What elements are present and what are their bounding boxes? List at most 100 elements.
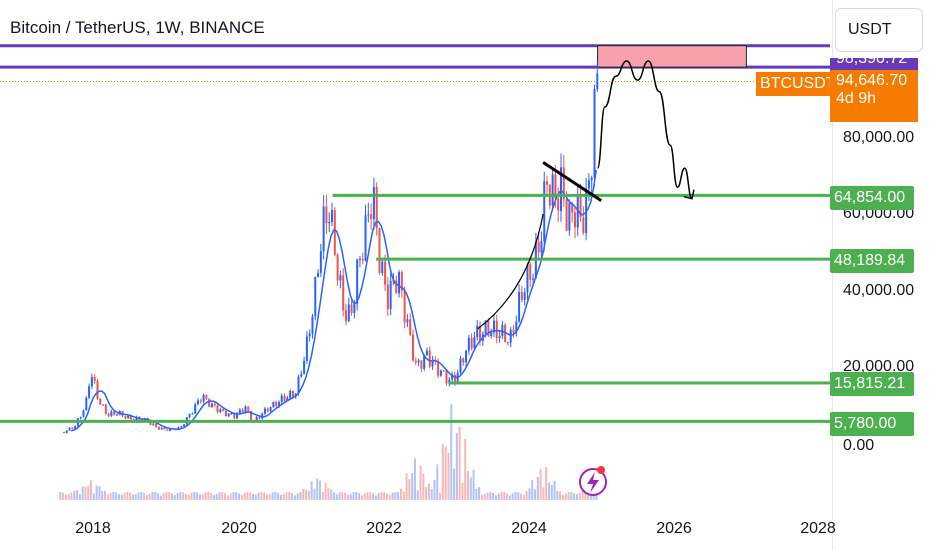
volume-bar [397, 491, 400, 500]
candle-body [520, 291, 523, 300]
candle-body [490, 332, 493, 337]
candle-body [375, 186, 378, 229]
candle-body [241, 409, 244, 413]
lightning-icon[interactable] [579, 466, 607, 496]
candle-body [210, 403, 213, 407]
volume-bar [157, 493, 160, 500]
volume-bar [81, 486, 84, 500]
volume-bar [386, 493, 389, 500]
volume-bar [500, 492, 503, 500]
candle-body [308, 333, 311, 337]
volume-bar [547, 482, 550, 500]
candle-body [291, 390, 294, 397]
currency-selector-button[interactable]: USDT [835, 8, 923, 52]
volume-bar [570, 492, 573, 500]
volume-bar [427, 483, 430, 500]
volume-bar [517, 492, 520, 500]
candle-body [180, 426, 183, 428]
level-badge-15815: 15,815.21 [830, 372, 914, 396]
volume-bar [277, 492, 280, 500]
volume-bar [341, 491, 344, 500]
resistance-price-text: 98,390.72 [836, 58, 908, 67]
volume-bar [366, 492, 369, 500]
candle-body [247, 406, 250, 411]
candle-body [398, 271, 401, 294]
volume-bar [123, 492, 126, 500]
candle-body [230, 413, 233, 415]
volume-bar [391, 492, 394, 500]
volume-bar [503, 492, 506, 500]
candle-body [71, 427, 74, 429]
candle-body [266, 408, 269, 412]
volume-bar [238, 493, 241, 500]
volume-bar [405, 473, 408, 500]
price-tick-40000: 40,000.00 [843, 282, 915, 299]
volume-bar [148, 493, 151, 500]
volume-bar [425, 487, 428, 500]
candle-body [437, 361, 440, 376]
resistance-price-badge: 98,390.72 [830, 58, 918, 72]
volume-bar [221, 491, 224, 500]
volume-bar [137, 492, 140, 500]
candle-body [194, 404, 197, 414]
candle-body [451, 374, 454, 380]
volume-bar [433, 479, 436, 500]
candle-body [286, 397, 289, 402]
candle-body [453, 374, 456, 385]
candle-body [303, 360, 306, 374]
candle-body [358, 258, 361, 260]
volume-bar [338, 492, 341, 500]
volume-bar [151, 492, 154, 500]
candle-body [523, 292, 526, 300]
volume-bar [469, 477, 472, 500]
volume-bar [271, 492, 274, 500]
volume-bar [173, 495, 176, 500]
price-axis-divider [832, 0, 833, 550]
volume-bar [355, 491, 358, 500]
volume-bar [480, 494, 483, 500]
volume-bar [285, 492, 288, 500]
candle-body [506, 342, 509, 344]
candle-body [297, 376, 300, 394]
candle-body [104, 404, 107, 414]
projection-path [596, 60, 693, 200]
volume-bar [240, 495, 243, 500]
candle-body [85, 397, 88, 411]
volume-bar [249, 492, 252, 500]
candle-body [526, 264, 529, 293]
projection-arrowhead [683, 189, 695, 200]
volume-bar [95, 485, 98, 500]
candle-body [110, 411, 113, 416]
candle-body [403, 290, 406, 323]
candle-body [378, 228, 381, 273]
candle-body [238, 409, 241, 414]
candle-body [470, 337, 473, 349]
volume-bar [539, 469, 542, 500]
candle-body [529, 264, 532, 280]
volume-bar [335, 494, 338, 500]
candle-body [196, 400, 199, 405]
volume-bar [140, 491, 143, 500]
time-tick-2024: 2024 [511, 520, 547, 537]
volume-bar [67, 494, 70, 500]
volume-bar [257, 492, 260, 500]
candle-body [244, 406, 247, 413]
volume-bar [232, 492, 235, 500]
candle-body [224, 410, 227, 417]
volume-bar [254, 494, 257, 500]
candle-body [107, 413, 110, 416]
volume-bar [129, 492, 132, 500]
volume-bar [117, 494, 120, 500]
candle-body [311, 316, 314, 334]
volume-bar [478, 487, 481, 500]
candle-body [68, 427, 71, 431]
candle-body [414, 360, 417, 363]
candle-body [540, 241, 543, 253]
volume-bar [168, 492, 171, 500]
volume-bar [260, 491, 263, 500]
volume-bar [419, 465, 422, 500]
volume-bar [224, 493, 227, 500]
volume-bar [327, 487, 330, 500]
volume-bar [101, 490, 104, 500]
